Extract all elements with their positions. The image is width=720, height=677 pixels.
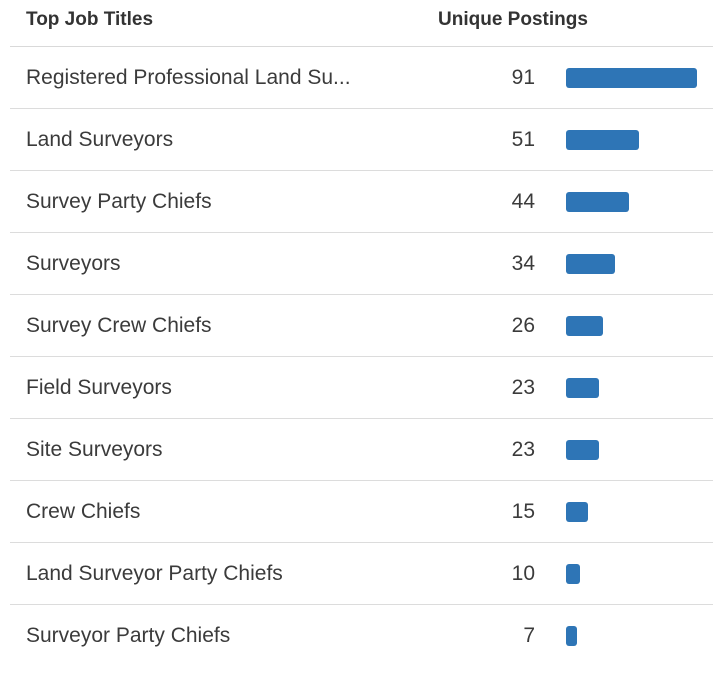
table-row: Field Surveyors 23 [10,357,713,419]
posting-count-label: 7 [523,624,535,647]
job-title-label: Land Surveyor Party Chiefs [26,561,283,585]
table-body: Registered Professional Land Su... 91 Land… [10,47,713,667]
table-row: Crew Chiefs 15 [10,481,713,543]
job-title-label: Field Surveyors [26,375,172,399]
table-row: Land Surveyors 51 [10,109,713,171]
posting-count-label: 34 [511,251,535,275]
posting-count-bar [566,129,639,150]
posting-count-bar [566,377,599,398]
job-title-label: Survey Crew Chiefs [26,313,212,337]
posting-count-bar [566,191,629,212]
job-title-label: Surveyors [26,251,121,275]
posting-count-label: 44 [511,189,535,213]
job-title-label: Crew Chiefs [26,499,141,523]
table-row: Site Surveyors 23 [10,419,713,481]
posting-count-label: 23 [511,437,535,461]
posting-count-label: 10 [511,561,535,585]
posting-count-bar [566,439,599,460]
table-row: Surveyor Party Chiefs 7 [10,605,713,667]
posting-count-bar [566,253,615,274]
job-title-label: Surveyor Party Chiefs [26,624,231,647]
table-row: Registered Professional Land Su... 91 [10,47,713,109]
table-header: Top Job Titles Unique Postings [10,0,713,47]
posting-count-label: 51 [511,127,535,151]
posting-count-bar [566,563,580,584]
posting-count-label: 91 [511,65,535,89]
table-row: Land Surveyor Party Chiefs 10 [10,543,713,605]
job-titles-table: Top Job Titles Unique Postings Registere… [10,0,713,667]
count-column-header: Unique Postings [438,9,588,30]
job-title-label: Registered Professional Land Su... [26,65,351,89]
table-row: Survey Crew Chiefs 26 [10,295,713,357]
posting-count-bar [566,501,588,522]
job-title-label: Land Surveyors [26,127,174,151]
posting-count-label: 26 [511,313,535,337]
job-title-label: Survey Party Chiefs [26,189,212,213]
job-title-label: Site Surveyors [26,437,163,461]
posting-count-label: 15 [511,499,535,523]
posting-count-bar [566,315,603,336]
posting-count-bar [566,67,697,88]
table-row: Survey Party Chiefs 44 [10,171,713,233]
posting-count-label: 23 [511,375,535,399]
title-column-header: Top Job Titles [26,9,154,30]
posting-count-bar [566,626,577,646]
table-row: Surveyors 34 [10,233,713,295]
